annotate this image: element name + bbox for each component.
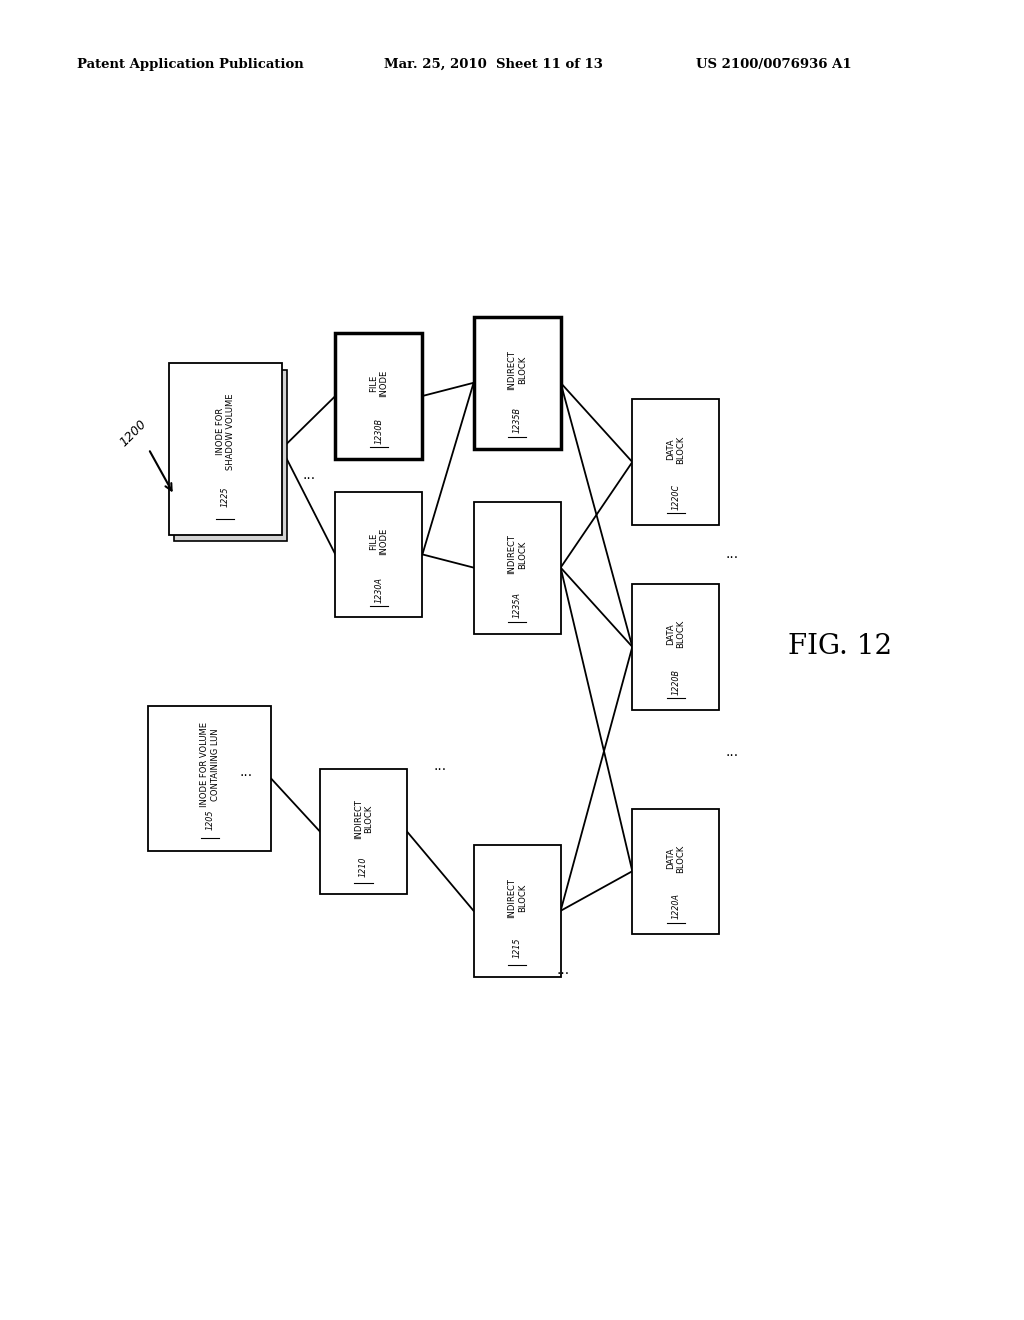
Text: 1235A: 1235A (513, 591, 521, 618)
Text: INODE FOR
SHADOW VOLUME: INODE FOR SHADOW VOLUME (216, 393, 234, 470)
Text: Mar. 25, 2010  Sheet 11 of 13: Mar. 25, 2010 Sheet 11 of 13 (384, 58, 603, 71)
Text: DATA
BLOCK: DATA BLOCK (667, 436, 685, 463)
Bar (148, 706, 271, 851)
Text: ...: ... (557, 964, 569, 977)
Bar (473, 317, 561, 449)
Bar (336, 492, 423, 618)
Text: Patent Application Publication: Patent Application Publication (77, 58, 303, 71)
Text: 1230A: 1230A (375, 577, 383, 602)
Text: FIG. 12: FIG. 12 (787, 634, 892, 660)
Bar (336, 334, 423, 459)
Text: 1215: 1215 (513, 937, 521, 958)
Bar (473, 502, 561, 634)
Text: 1220B: 1220B (672, 669, 680, 694)
Text: INDIRECT
BLOCK: INDIRECT BLOCK (508, 350, 526, 389)
Text: FILE
INODE: FILE INODE (370, 370, 388, 397)
Bar (319, 768, 408, 895)
Bar (169, 363, 282, 535)
Text: 1235B: 1235B (513, 407, 521, 433)
Text: INDIRECT
BLOCK: INDIRECT BLOCK (508, 878, 526, 917)
Text: US 2100/0076936 A1: US 2100/0076936 A1 (696, 58, 852, 71)
Text: 1225: 1225 (221, 487, 229, 507)
Bar (174, 370, 287, 541)
Text: ...: ... (726, 746, 738, 759)
Text: 1200: 1200 (117, 417, 150, 449)
Text: 1210: 1210 (359, 857, 368, 876)
Text: DATA
BLOCK: DATA BLOCK (667, 620, 685, 648)
Text: ...: ... (434, 759, 446, 772)
Bar (633, 399, 719, 524)
Text: 1205: 1205 (206, 809, 214, 830)
Text: 1220C: 1220C (672, 484, 680, 510)
Text: ...: ... (303, 469, 315, 482)
Text: 1230B: 1230B (375, 418, 383, 444)
Bar (633, 583, 719, 710)
Bar (633, 808, 719, 935)
Text: INDIRECT
BLOCK: INDIRECT BLOCK (508, 535, 526, 574)
Bar (473, 845, 561, 977)
Text: ...: ... (726, 548, 738, 561)
Text: DATA
BLOCK: DATA BLOCK (667, 845, 685, 873)
Text: INODE FOR VOLUME
CONTAINING LUN: INODE FOR VOLUME CONTAINING LUN (201, 722, 219, 807)
Text: 1220A: 1220A (672, 894, 680, 919)
Text: ...: ... (240, 766, 252, 779)
Text: FILE
INODE: FILE INODE (370, 528, 388, 556)
Text: INDIRECT
BLOCK: INDIRECT BLOCK (354, 799, 373, 840)
